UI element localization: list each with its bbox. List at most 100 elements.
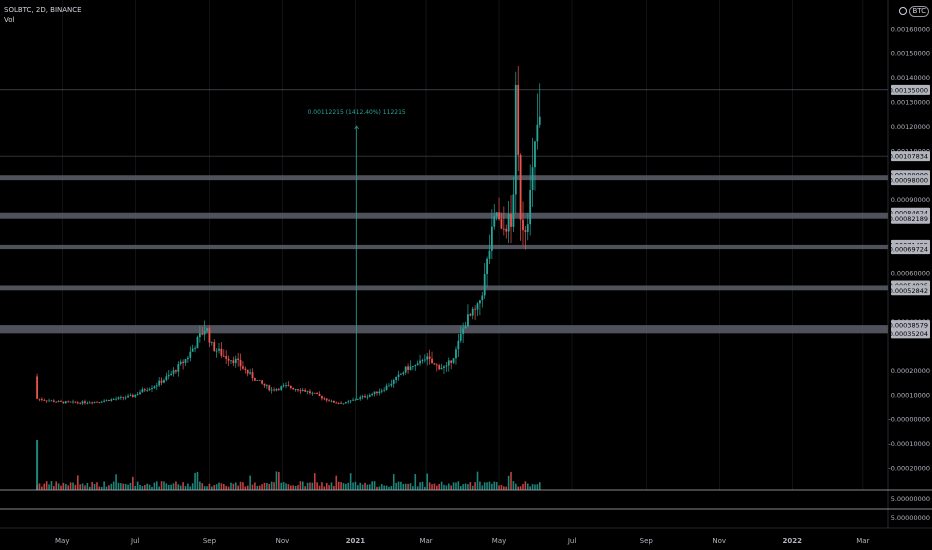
candle-body	[395, 376, 398, 381]
candle-body	[376, 391, 378, 394]
candle-body	[292, 387, 295, 390]
candle-body	[483, 274, 486, 296]
candle-body	[227, 358, 230, 361]
volume-bar	[134, 485, 137, 490]
volume-bar	[175, 481, 177, 490]
candle-body	[433, 363, 436, 365]
volume-bar	[179, 485, 182, 490]
candle-body	[414, 365, 417, 367]
gear-icon[interactable]	[899, 7, 908, 15]
candle-body	[318, 393, 321, 396]
volume-bar	[474, 482, 476, 490]
candle-body	[62, 401, 65, 404]
volume-bar	[225, 485, 227, 490]
volume-bar	[467, 484, 469, 490]
volume-bar	[57, 483, 60, 490]
volume-bar	[55, 481, 58, 490]
volume-bar	[488, 481, 491, 490]
candle-body	[500, 219, 503, 229]
candle-body	[124, 397, 127, 399]
volume-bar	[129, 482, 132, 490]
volume-bar	[163, 481, 165, 490]
volume-bar	[294, 485, 297, 490]
candle-body	[364, 396, 366, 398]
x-tick-label: Nov	[712, 537, 726, 545]
currency-button[interactable]: BTC	[899, 5, 929, 17]
candle-body	[479, 300, 481, 304]
volume-bar	[321, 482, 323, 490]
candle-body	[220, 348, 223, 356]
candle-body	[404, 366, 407, 373]
candle-body	[251, 372, 254, 379]
candle-body	[249, 372, 252, 374]
candle-body	[332, 400, 335, 403]
volume-bar	[110, 483, 113, 490]
volume-bar	[366, 484, 369, 490]
volume-bar	[234, 482, 237, 490]
candle-body	[514, 84, 517, 195]
volume-bar	[373, 481, 376, 490]
candle-body	[72, 401, 74, 403]
price-label-bg	[891, 84, 930, 95]
x-tick-label: Nov	[276, 537, 290, 545]
volume-bar	[383, 485, 385, 490]
candle-body	[438, 365, 441, 370]
volume-bar	[479, 481, 481, 490]
candle-body	[524, 230, 527, 232]
symbol-title: SOLBTC, 2D, BINANCE	[4, 6, 82, 14]
candle-body	[481, 295, 484, 301]
volume-bar	[69, 482, 72, 490]
y-tick-label: 0.00120000	[891, 123, 930, 131]
volume-bar	[522, 484, 524, 490]
volume-bar	[96, 482, 98, 490]
measure-tool: 0.00112215 (1412.40%) 112215	[308, 109, 406, 400]
candle-body	[67, 401, 70, 403]
candle-body	[170, 373, 173, 376]
candle-body	[447, 360, 450, 366]
volume-bar	[287, 484, 290, 490]
candle-body	[201, 333, 204, 335]
candle-body	[208, 328, 211, 343]
candle-body	[84, 401, 86, 404]
volume-bar	[153, 482, 156, 490]
price-label-bg	[891, 320, 930, 331]
y-tick-label: 0.00160000	[891, 25, 930, 33]
volume-bar	[72, 482, 74, 490]
y-tick-label: 0.00140000	[891, 74, 930, 82]
price-label: 0.00052842	[889, 287, 928, 295]
candle-body	[423, 359, 426, 361]
volume-bar	[120, 483, 122, 490]
volume-bar	[409, 483, 412, 490]
candle-body	[289, 385, 292, 388]
candle-body	[299, 390, 302, 392]
volume-bar	[108, 485, 110, 490]
volume-bar	[254, 482, 256, 490]
candle-body	[459, 333, 462, 341]
candle-body	[486, 258, 488, 275]
volume-bar	[285, 483, 287, 490]
volume-bar	[220, 483, 223, 490]
candle-body	[139, 392, 141, 395]
volume-bar	[211, 486, 213, 490]
candle-body	[36, 376, 38, 399]
volume-bar	[249, 475, 251, 490]
candle-body	[347, 401, 350, 403]
candle-body	[213, 342, 216, 352]
candle-body	[467, 314, 469, 327]
candle-body	[57, 401, 60, 402]
volume-bar	[440, 481, 443, 490]
y-tick-label: 0.00150000	[891, 50, 930, 58]
candle-body	[222, 355, 225, 357]
candle-body	[354, 399, 357, 401]
volume-bar	[177, 484, 180, 490]
volume-bar	[50, 481, 53, 490]
candle-body	[488, 250, 491, 259]
candle-body	[306, 391, 309, 393]
candle-body	[385, 385, 388, 390]
volume-bar	[395, 482, 397, 490]
candle-body	[91, 402, 94, 404]
candle-body	[426, 356, 429, 360]
volume-bar	[306, 482, 309, 490]
candle-body	[151, 388, 153, 390]
